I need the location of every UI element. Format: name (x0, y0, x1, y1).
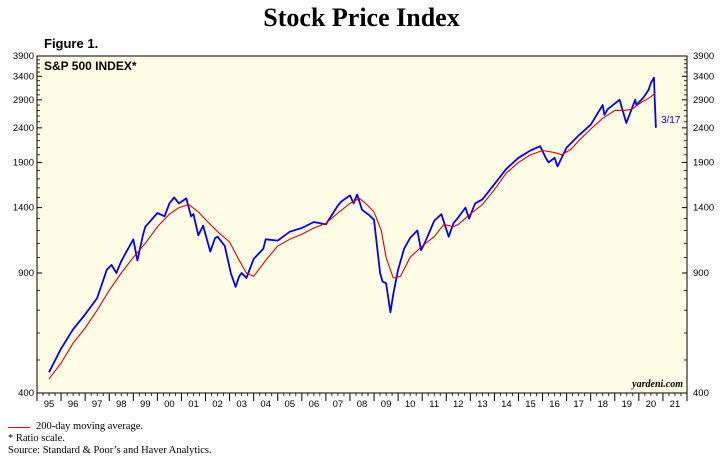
x-tick-label: 12 (453, 399, 464, 410)
x-tick-label: 96 (68, 399, 79, 410)
y-tick-label-left: 400 (18, 388, 34, 399)
y-tick-label-left: 1400 (13, 203, 34, 214)
x-tick-label: 05 (284, 399, 295, 410)
chart-notes: 200-day moving average. * Ratio scale. S… (8, 421, 212, 457)
x-tick-label: 10 (405, 399, 416, 410)
x-tick-label: 14 (501, 399, 512, 410)
moving-average-swatch (8, 426, 30, 428)
panel-label: S&P 500 INDEX* (44, 59, 137, 73)
note-ratio-scale: * Ratio scale. (8, 433, 65, 444)
watermark: yardeni.com (631, 379, 683, 390)
x-tick-label: 19 (622, 399, 633, 410)
x-tick-label: 11 (429, 399, 439, 410)
x-tick-label: 97 (92, 399, 103, 410)
legend-moving-average-label: 200-day moving average. (36, 421, 144, 432)
x-tick-label: 03 (236, 399, 247, 410)
note-source: Source: Standard & Poor’s and Haver Anal… (8, 445, 212, 456)
x-tick-label: 15 (525, 399, 536, 410)
moving-average-line (48, 91, 657, 380)
y-tick-label-left: 3400 (13, 71, 34, 82)
x-tick-label: 99 (140, 399, 151, 410)
x-tick-label: 07 (333, 399, 344, 410)
x-tick-label: 04 (260, 399, 271, 410)
y-tick-label-right: 1900 (693, 157, 714, 168)
y-tick-label-right: 3400 (693, 71, 714, 82)
x-tick-label: 09 (381, 399, 392, 410)
x-tick-label: 00 (164, 399, 175, 410)
index-line (48, 76, 657, 373)
plot-area (37, 56, 687, 393)
y-tick-label-right: 900 (693, 268, 709, 279)
y-tick-label-right: 1400 (693, 203, 714, 214)
y-tick-label-left: 2400 (13, 123, 34, 134)
x-tick-label: 17 (573, 399, 584, 410)
x-tick-label: 02 (212, 399, 223, 410)
y-tick-label-left: 1900 (13, 157, 34, 168)
y-tick-label-left: 3900 (13, 51, 34, 62)
end-date-annotation: 3/17 (661, 115, 681, 126)
x-tick-label: 98 (116, 399, 127, 410)
y-tick-label-left: 900 (18, 268, 34, 279)
y-tick-label-right: 3900 (693, 51, 714, 62)
y-tick-label-right: 2900 (693, 95, 714, 106)
figure-label: Figure 1. (44, 36, 99, 51)
x-tick-label: 13 (477, 399, 488, 410)
y-tick-label-left: 2900 (13, 95, 34, 106)
page-title: Stock Price Index (263, 3, 460, 32)
x-tick-label: 20 (646, 399, 657, 410)
x-tick-label: 08 (357, 399, 368, 410)
x-tick-label: 06 (309, 399, 320, 410)
plot-border (36, 55, 688, 394)
legend-moving-average: 200-day moving average. (8, 421, 212, 433)
x-tick-label: 01 (188, 399, 199, 410)
x-tick-label: 95 (44, 399, 55, 410)
x-tick-label: 16 (549, 399, 560, 410)
x-tick-label: 18 (597, 399, 608, 410)
y-tick-label-right: 2400 (693, 123, 714, 134)
y-tick-label-right: 400 (693, 388, 709, 399)
x-tick-label: 21 (670, 399, 681, 410)
